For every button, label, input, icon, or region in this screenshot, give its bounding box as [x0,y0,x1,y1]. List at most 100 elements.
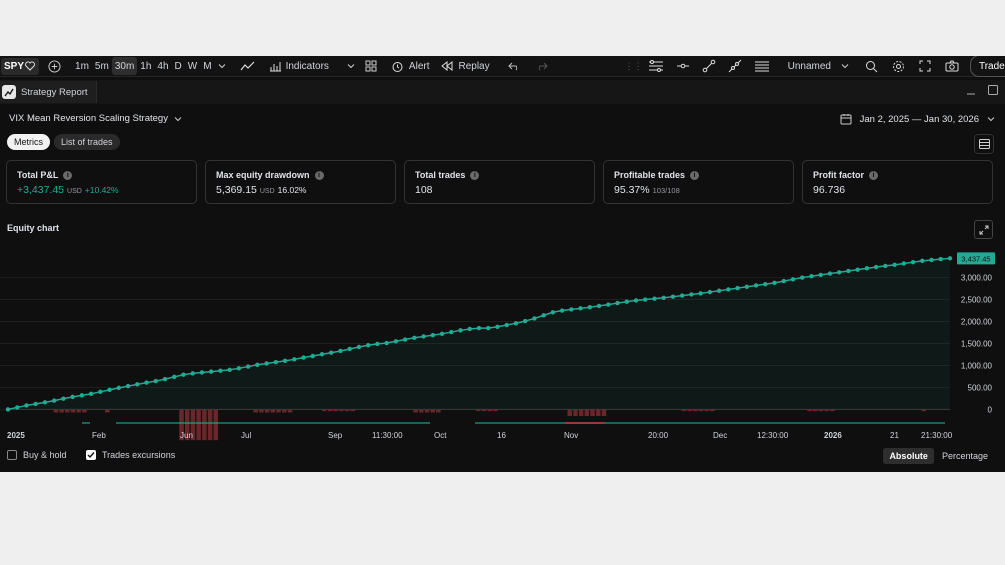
metric-value: 5,369.15 [216,184,257,196]
drawdown-bar [59,409,64,413]
equity-point [929,257,934,263]
date-range-selector[interactable]: Jan 2, 2025 — Jan 30, 2026 [840,113,995,125]
info-icon[interactable]: i [869,170,879,180]
equity-point [883,263,888,269]
equity-point [153,378,158,384]
horizontal-line-tool[interactable] [673,57,693,75]
replay-button[interactable]: Replay [438,57,492,75]
chevron-down-icon [218,64,225,69]
strategy-name: VIX Mean Reversion Scaling Strategy [9,113,168,124]
absolute-button[interactable]: Absolute [883,448,934,464]
panel-controls [965,84,999,96]
buy-hold-label: Buy & hold [23,450,67,460]
equity-point [292,357,297,362]
x-tick-label: 21 [890,431,899,440]
drawdown-bar [264,409,270,413]
object-tree-tool[interactable] [751,57,773,75]
tab-metrics[interactable]: Metrics [7,134,50,150]
equity-point [199,370,205,375]
interval-5m[interactable]: 5m [94,60,109,72]
equity-point [70,394,75,400]
expand-chart-button[interactable] [974,220,993,239]
info-icon[interactable]: i [690,170,700,180]
undo-button[interactable] [505,57,523,75]
equity-point [587,305,593,310]
ray-tool[interactable] [725,57,745,75]
metric-title: Total trades [415,170,466,180]
equity-point [938,256,943,262]
settings-button[interactable] [889,57,908,75]
trades-excursions-checkbox[interactable]: Trades excursions [86,450,175,460]
equity-point [698,291,703,296]
table-view-button[interactable] [974,134,994,154]
maximize-icon[interactable] [987,84,999,96]
fullscreen-button[interactable] [916,57,934,75]
interval-dropdown[interactable] [215,57,229,75]
strategy-selector[interactable]: VIX Mean Reversion Scaling Strategy [9,113,182,124]
equity-point [125,383,131,389]
trend-line-tool[interactable] [645,57,667,75]
y-tick-label: 500.00 [968,383,993,392]
equity-point [947,256,953,261]
equity-point [208,369,214,374]
info-icon[interactable]: i [470,170,480,180]
heart-icon[interactable] [24,60,36,72]
equity-point [421,334,426,339]
x-tick-label: 16 [497,431,506,440]
drag-handle-icon[interactable]: ⋮⋮ [624,60,643,71]
interval-m[interactable]: M [203,60,212,72]
equity-point [726,287,731,292]
line-chart-icon [240,61,254,71]
templates-button[interactable] [362,57,380,75]
x-tick-label: 21:30:00 [921,431,953,440]
interval-4h[interactable]: 4h [157,60,169,72]
line-tool[interactable] [699,57,719,75]
tab-list-of-trades[interactable]: List of trades [54,134,120,150]
drawdown-bar [424,409,430,413]
interval-1h[interactable]: 1h [140,60,152,72]
interval-w[interactable]: W [187,60,198,72]
equity-point [615,300,620,306]
trade-button[interactable]: Trade [969,56,1005,77]
chevron-down-icon [841,64,849,69]
drawdown-bar [339,409,344,412]
y-tick-label: 3,000.00 [961,274,993,283]
top-toolbar: SPY 1m 5m 30m 1h 4h D W M Indicators [0,56,1005,77]
buy-hold-checkbox[interactable]: Buy & hold [7,450,67,460]
equity-point [15,405,20,410]
alert-button[interactable]: Alert [388,57,433,75]
equity-point [5,407,11,412]
drawdown-bar [476,409,481,412]
interval-1m[interactable]: 1m [75,60,89,72]
chart-type-button[interactable] [237,57,258,75]
interval-30m[interactable]: 30m [111,57,138,75]
snapshot-button[interactable] [942,57,962,75]
indicators-button[interactable]: Indicators [266,57,358,75]
equity-point [855,267,860,272]
equity-point [716,288,722,293]
equity-point [135,382,140,387]
equity-point [504,322,509,328]
drawdown-bar [65,409,70,413]
tab-strategy-report[interactable]: Strategy Report [0,81,97,103]
drawdown-bar [196,409,201,441]
metric-title: Total P&L [17,170,59,180]
info-icon[interactable]: i [314,170,324,180]
add-symbol-button[interactable] [45,57,64,75]
equity-point [412,335,417,340]
drawdown-bar [259,409,264,413]
redo-button[interactable] [533,57,551,75]
interval-d[interactable]: D [174,60,182,72]
minimize-icon[interactable] [965,84,977,96]
equity-chart[interactable]: 0 500.00 1,000.00 1,500.00 2,000.00 2,500.00 3… [0,241,1005,441]
percentage-button[interactable]: Percentage [941,451,988,461]
symbol-search[interactable]: SPY [1,57,40,75]
layout-name-button[interactable]: Unnamed [785,57,852,75]
metric-card-total-trades: Total trades i 108 [404,160,595,204]
drawdown-bar [830,409,835,412]
info-icon[interactable]: i [63,170,73,180]
redo-icon [538,62,548,71]
equity-point [218,368,223,373]
equity-point [901,261,907,266]
quick-search-button[interactable] [862,57,881,75]
